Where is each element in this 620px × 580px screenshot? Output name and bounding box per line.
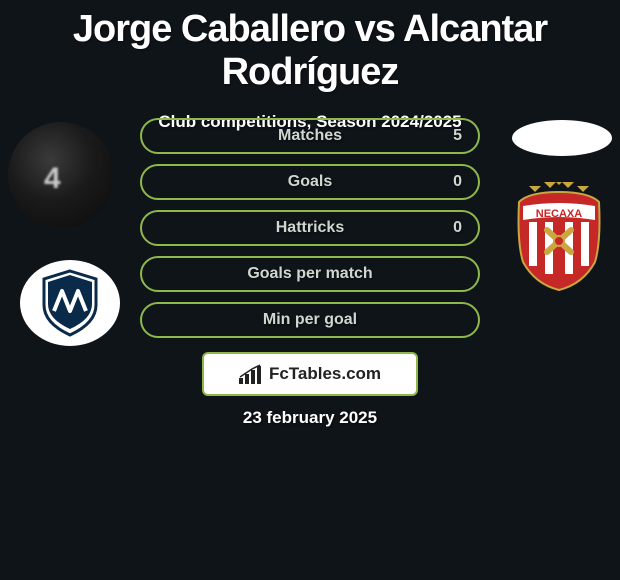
player-right-placeholder — [512, 120, 612, 156]
stat-label: Matches — [278, 127, 342, 145]
stat-row-matches: Matches 5 — [140, 118, 480, 154]
page-title: Jorge Caballero vs Alcantar Rodríguez — [0, 0, 620, 94]
bar-chart-icon — [239, 364, 263, 384]
branding-text: FcTables.com — [269, 364, 381, 384]
branding-box: FcTables.com — [202, 352, 418, 396]
necaxa-shield-icon: NECAXA — [509, 182, 609, 292]
club-right-badge: NECAXA — [500, 178, 618, 296]
svg-text:NECAXA: NECAXA — [536, 208, 583, 220]
stat-row-goals: Goals 0 — [140, 164, 480, 200]
stat-value-right: 0 — [453, 219, 462, 237]
stat-row-gpm: Goals per match — [140, 256, 480, 292]
stat-row-mpg: Min per goal — [140, 302, 480, 338]
date-text: 23 february 2025 — [0, 408, 620, 428]
club-left-badge — [20, 260, 120, 346]
stat-value-right: 5 — [453, 127, 462, 145]
stat-label: Goals per match — [247, 265, 372, 283]
stat-label: Min per goal — [263, 311, 357, 329]
player-left-avatar: 4 — [8, 122, 114, 228]
player-left-number: 4 — [44, 162, 61, 196]
stat-label: Goals — [288, 173, 332, 191]
stats-panel: Matches 5 Goals 0 Hattricks 0 Goals per … — [140, 118, 480, 348]
stat-value-right: 0 — [453, 173, 462, 191]
monterrey-shield-icon — [40, 269, 100, 337]
stat-row-hattricks: Hattricks 0 — [140, 210, 480, 246]
stat-label: Hattricks — [276, 219, 344, 237]
